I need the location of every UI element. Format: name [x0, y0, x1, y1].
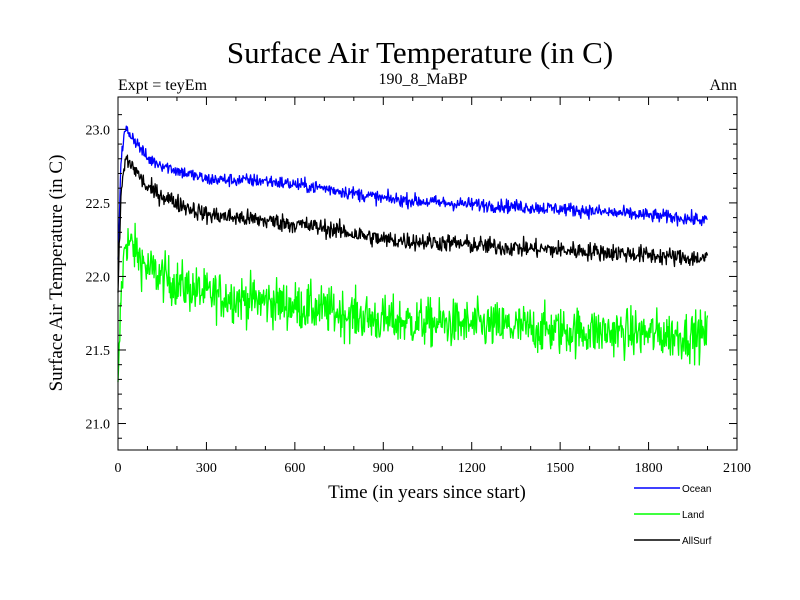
x-tick-label: 600 [284, 461, 305, 476]
x-tick-label: 1200 [458, 461, 486, 476]
x-tick-label: 1500 [546, 461, 574, 476]
series-layer [117, 125, 709, 383]
x-axis-label: Time (in years since start) [328, 482, 526, 503]
x-tick-label: 300 [196, 461, 217, 476]
experiment-label: Expt = teyEm [118, 77, 208, 94]
y-axis-label: Surface Air Temperature (in C) [46, 155, 67, 392]
x-tick-label: 1800 [635, 461, 663, 476]
legend-label-land: Land [682, 510, 704, 521]
y-tick-label: 21.5 [86, 344, 111, 359]
plot-frame [117, 96, 738, 451]
period-label: 190_8_MaBP [379, 71, 468, 88]
x-tick-label: 2100 [723, 461, 751, 476]
legend-label-ocean: Ocean [682, 484, 711, 495]
x-tick-label: 900 [373, 461, 394, 476]
y-tick-label: 22.5 [86, 197, 111, 212]
ticks-layer: 0 300 600 900 1200 1500 1800 2100 21.0 21.5 22.0 22… [86, 97, 751, 476]
y-tick-label: 21.0 [86, 418, 111, 433]
legend: Ocean Land AllSurf [634, 484, 712, 547]
series-line-allsurf [117, 154, 709, 293]
y-tick-label: 22.0 [86, 270, 111, 285]
season-label: Ann [709, 77, 737, 94]
x-tick-label: 0 [115, 461, 122, 476]
legend-label-allsurf: AllSurf [682, 536, 712, 547]
series-line-land [117, 222, 709, 383]
y-tick-label: 23.0 [86, 123, 111, 138]
series-line-ocean [117, 125, 708, 260]
chart-title: Surface Air Temperature (in C) [227, 35, 613, 70]
